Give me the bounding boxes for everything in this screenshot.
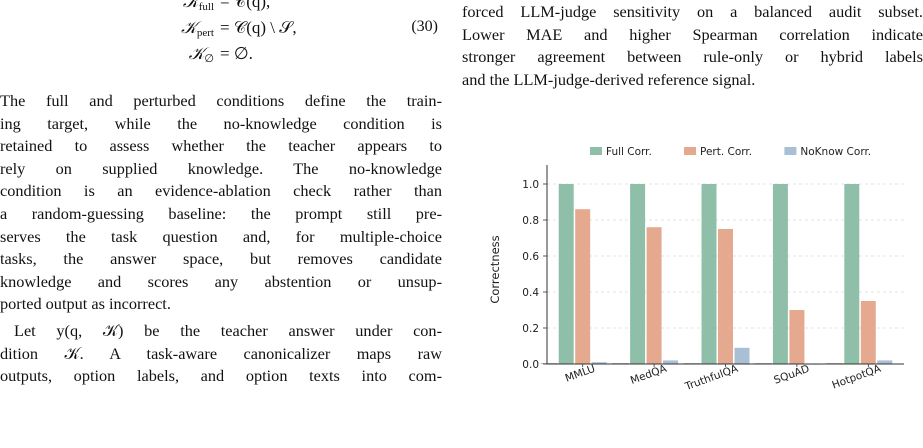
bar-noknow-corr bbox=[734, 347, 750, 364]
y-axis-label: Correctness bbox=[488, 235, 502, 303]
bar-pert-corr bbox=[789, 310, 805, 364]
text-line: ing target, while the no-knowledge condi… bbox=[0, 113, 442, 133]
equation-full: 𝒦full = 𝒞(q), bbox=[182, 0, 271, 13]
text-line: The full and perturbed conditions define… bbox=[0, 91, 442, 110]
text-line: tasks, the answer space, but removes can… bbox=[0, 249, 442, 269]
paragraph-teacher-answer: Let y(q, 𝒦) be the teacher answer under … bbox=[0, 320, 442, 388]
text-line: and the LLM-judge-derived reference sign… bbox=[462, 69, 756, 89]
text-line: forced LLM-judge sensitivity on a balanc… bbox=[462, 2, 923, 21]
bar-pert-corr bbox=[646, 227, 662, 364]
text-line: rely on supplied knowledge. The no-knowl… bbox=[0, 158, 442, 178]
x-tick-label: MMLU bbox=[564, 363, 597, 385]
text-line: a random-guessing baseline: the prompt s… bbox=[0, 203, 442, 223]
bar-pert-corr bbox=[575, 209, 591, 364]
text-line: serves the task question and, for multip… bbox=[0, 226, 442, 246]
text-line: condition is an evidence-ablation check … bbox=[0, 181, 442, 201]
x-tick-label: MedQA bbox=[629, 362, 669, 386]
legend-label: NoKnow Corr. bbox=[800, 146, 871, 158]
bar-noknow-corr bbox=[877, 360, 893, 364]
text-line: ported output as incorrect. bbox=[0, 294, 171, 314]
equation-pert: 𝒦pert = 𝒞(q) \ 𝒮, (30) bbox=[181, 18, 438, 39]
legend-swatch bbox=[684, 147, 696, 155]
bar-noknow-corr bbox=[663, 360, 679, 364]
y-tick-label: 0.4 bbox=[522, 287, 539, 299]
y-tick-label: 0.2 bbox=[522, 323, 539, 335]
text-line: Lower MAE and higher Spearman correlatio… bbox=[462, 24, 923, 44]
legend-swatch bbox=[784, 147, 797, 155]
text-line: outputs, option labels, and option texts… bbox=[0, 366, 442, 386]
bar-pert-corr bbox=[718, 229, 733, 364]
figure-caption-text: forced LLM-judge sensitivity on a balanc… bbox=[462, 1, 923, 91]
paragraph-conditions: The full and perturbed conditions define… bbox=[0, 90, 442, 316]
text-line: stronger agreement between rule-only or … bbox=[462, 47, 923, 67]
text-line: knowledge and scores any abstention or u… bbox=[0, 271, 442, 291]
bar-full-corr bbox=[701, 184, 717, 364]
legend-label: Full Corr. bbox=[606, 146, 652, 158]
text-line: retained to assess whether the teacher a… bbox=[0, 136, 442, 156]
bar-full-corr bbox=[844, 184, 860, 364]
right-column: forced LLM-judge sensitivity on a balanc… bbox=[462, 0, 923, 448]
text-line: Let y(q, 𝒦) be the teacher answer under … bbox=[14, 321, 442, 340]
y-tick-label: 0.6 bbox=[522, 251, 539, 263]
y-tick-label: 0.8 bbox=[522, 215, 539, 227]
bar-noknow-corr bbox=[591, 362, 607, 364]
bar-pert-corr bbox=[860, 301, 876, 364]
bar-full-corr bbox=[772, 184, 788, 364]
correctness-bar-chart: MMLU MedQA TruthfulQA SQuAD HotpotQA 0.0 0.2 0.… bbox=[462, 140, 923, 440]
y-tick-label: 0.0 bbox=[522, 359, 539, 371]
equation-empty: 𝒦∅ = ∅. bbox=[188, 44, 253, 65]
legend-label: Pert. Corr. bbox=[700, 146, 752, 158]
bar-full-corr bbox=[558, 184, 574, 364]
equation-number: (30) bbox=[411, 18, 438, 35]
x-tick-label: HotpotQA bbox=[830, 362, 883, 391]
left-column: 𝒦full = 𝒞(q), 𝒦pert = 𝒞(q) \ 𝒮, (30) 𝒦∅ … bbox=[0, 0, 442, 448]
x-tick-label: SQuAD bbox=[772, 363, 811, 387]
x-tick-label: TruthfulQA bbox=[683, 362, 741, 393]
y-tick-label: 1.0 bbox=[522, 179, 539, 191]
legend-swatch bbox=[590, 147, 602, 155]
chart-svg: MMLU MedQA TruthfulQA SQuAD HotpotQA 0.0 0.2 0.… bbox=[488, 146, 904, 393]
bar-full-corr bbox=[630, 184, 646, 364]
text-line: dition 𝒦. A task-aware canonicalizer map… bbox=[0, 343, 442, 363]
